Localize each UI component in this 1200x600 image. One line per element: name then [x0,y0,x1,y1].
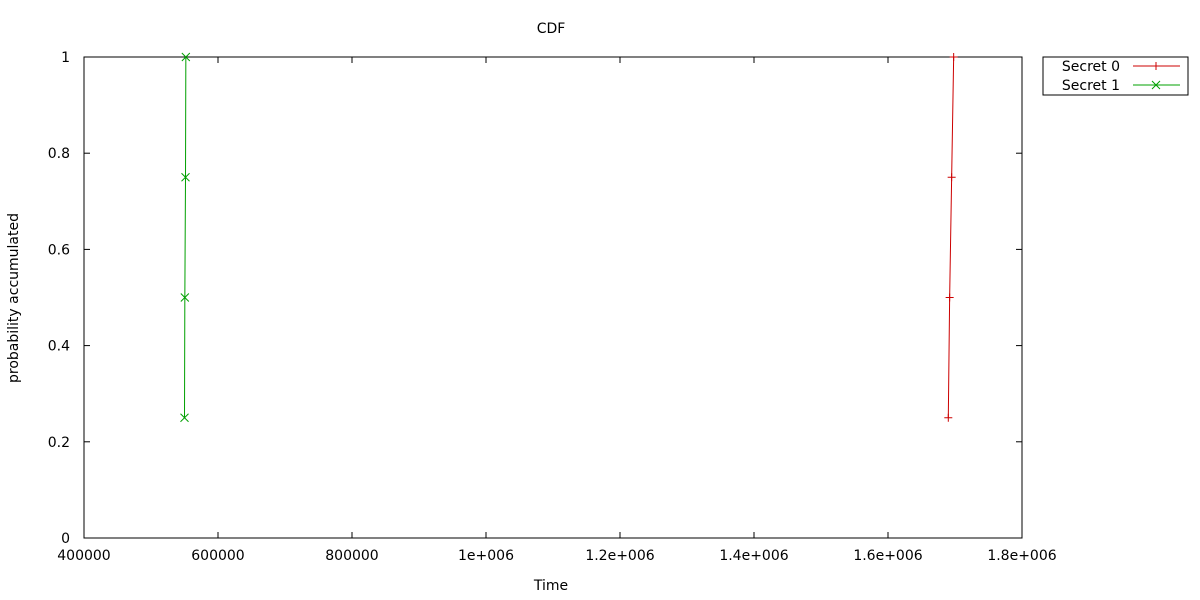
y-tick-label: 0 [61,531,70,547]
series-line [184,56,187,418]
legend-label: Secret 1 [1062,78,1120,94]
legend: Secret 0 Secret 1 [1042,56,1189,96]
series-line [947,56,955,418]
legend-marker [1151,80,1161,90]
x-tick-label: 1.4e+006 [719,548,788,564]
y-tick-label: 0.8 [48,146,70,162]
axis-ticks: 400000 600000 800000 1e+006 1.2e+006 1.4e+006… [48,50,1057,564]
x-tick-label: 600000 [191,548,244,564]
data-point [181,52,191,62]
y-tick-label: 0.4 [48,339,70,355]
x-tick-label: 1.8e+006 [987,548,1056,564]
x-tick-label: 1.6e+006 [853,548,922,564]
data-point [180,293,190,302]
y-axis-label: probability accumulated [6,213,22,383]
legend-marker [1152,62,1160,70]
series-0 [944,53,958,422]
legend-label: Secret 0 [1062,59,1120,75]
y-tick-label: 0.2 [48,435,70,451]
data-point [180,413,189,423]
plot-frame [83,56,1023,539]
series-layer [180,52,958,423]
x-tick-label: 1.2e+006 [585,548,654,564]
x-tick-label: 1e+006 [458,548,514,564]
data-point [949,53,958,61]
data-point [181,172,190,182]
data-point [944,413,953,422]
data-point [947,173,956,182]
data-point [945,293,954,302]
x-axis-label: Time [533,578,568,594]
y-tick-label: 0.6 [48,242,70,258]
chart-title: CDF [537,21,566,37]
x-tick-label: 400000 [57,548,110,564]
series-1 [180,52,191,423]
legend-box [1042,56,1189,96]
x-tick-label: 800000 [325,548,378,564]
y-tick-label: 1 [61,50,70,66]
